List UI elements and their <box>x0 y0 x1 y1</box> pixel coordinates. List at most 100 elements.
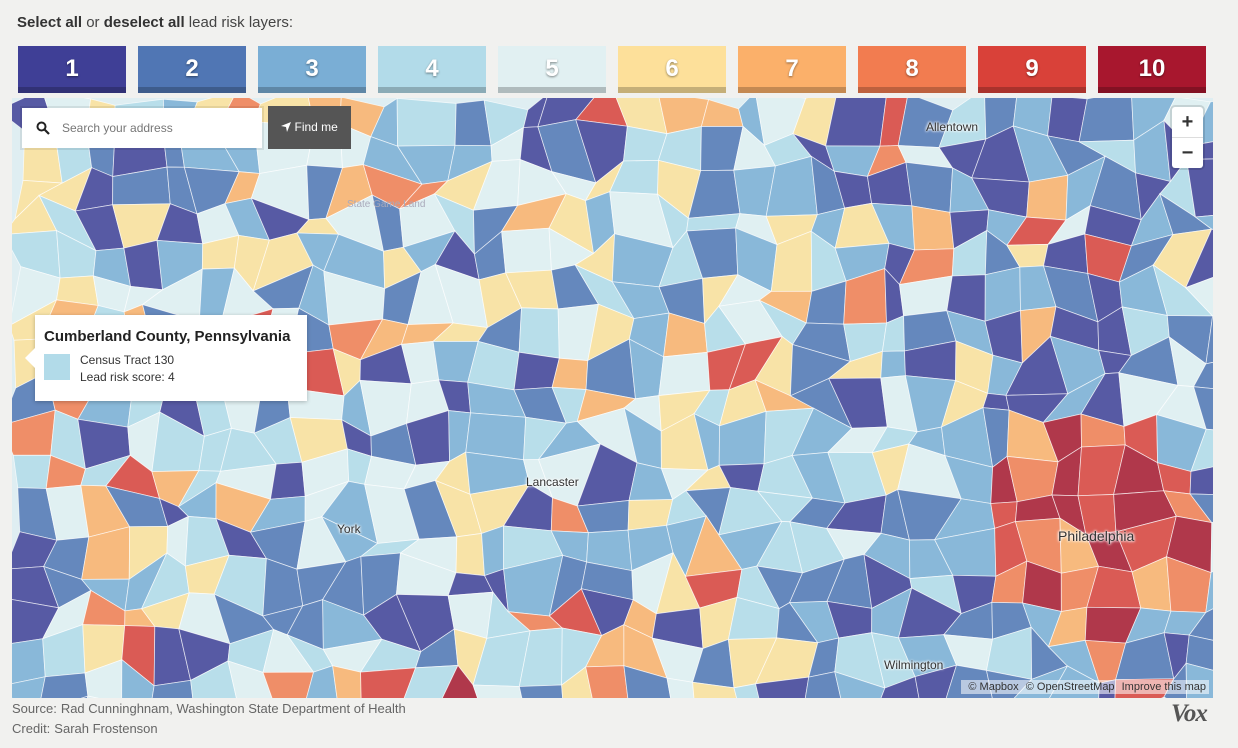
layer-button[interactable]: 7 <box>738 46 846 93</box>
layer-label: 5 <box>545 55 559 82</box>
deselect-all[interactable]: deselect all <box>103 14 185 31</box>
layer-button[interactable]: 8 <box>858 46 966 93</box>
layer-label: 7 <box>785 55 799 82</box>
layer-label: 6 <box>665 55 679 82</box>
zoom-out[interactable]: − <box>1172 137 1203 168</box>
improve-map[interactable]: Improve this map <box>1121 681 1206 693</box>
tract[interactable] <box>755 676 810 698</box>
layer-label: 2 <box>185 55 199 82</box>
tract[interactable] <box>151 679 194 698</box>
tract[interactable] <box>1184 265 1213 317</box>
tract[interactable] <box>518 684 563 698</box>
tract[interactable] <box>481 525 504 577</box>
tract[interactable] <box>38 672 89 698</box>
tract[interactable] <box>914 664 958 698</box>
layer-button[interactable]: 3 <box>258 46 366 93</box>
tract[interactable] <box>561 666 597 698</box>
tract[interactable] <box>518 307 560 359</box>
tract[interactable] <box>692 681 738 698</box>
layer-button[interactable]: 10 <box>1098 46 1206 93</box>
tract[interactable] <box>834 671 886 698</box>
tract[interactable] <box>1186 158 1213 218</box>
tract[interactable] <box>880 350 906 379</box>
tract[interactable] <box>911 205 955 251</box>
source-text: Rad Cunninghnam, Washington State Depart… <box>60 701 406 716</box>
tract[interactable] <box>1205 562 1213 614</box>
layer-strip <box>138 87 246 93</box>
tract[interactable] <box>1184 228 1213 289</box>
layer-strip <box>1098 87 1206 93</box>
tract[interactable] <box>396 664 459 698</box>
tract[interactable] <box>121 658 155 698</box>
header-or: or <box>86 14 100 31</box>
place-label: Allentown <box>926 120 979 134</box>
layer-button[interactable]: 9 <box>978 46 1086 93</box>
tract[interactable] <box>825 98 888 147</box>
tract[interactable] <box>70 695 129 698</box>
tract[interactable] <box>441 664 482 698</box>
tract[interactable] <box>1026 174 1069 221</box>
tract[interactable] <box>658 351 711 397</box>
tract[interactable] <box>1188 603 1213 645</box>
tract[interactable] <box>623 665 672 698</box>
tract[interactable] <box>332 665 362 698</box>
layer-button[interactable]: 2 <box>138 46 246 93</box>
tract[interactable] <box>1185 634 1213 677</box>
tract[interactable] <box>1192 355 1213 392</box>
find-me-button[interactable]: Find me <box>268 106 351 149</box>
layer-button[interactable]: 1 <box>18 46 126 93</box>
tract[interactable] <box>227 660 276 698</box>
tract[interactable] <box>190 660 237 698</box>
tract[interactable] <box>360 667 417 698</box>
tract[interactable] <box>1189 493 1213 524</box>
tract[interactable] <box>1193 386 1213 433</box>
tract[interactable] <box>396 98 457 147</box>
tract[interactable] <box>585 665 630 698</box>
tract[interactable] <box>700 99 744 127</box>
tract[interactable] <box>1189 460 1213 495</box>
credit-text: Sarah Frostenson <box>54 721 158 736</box>
search-box[interactable]: Search your address <box>22 108 262 148</box>
tract[interactable] <box>12 676 46 698</box>
tract[interactable] <box>1210 517 1213 574</box>
tract[interactable] <box>1078 98 1135 143</box>
tract[interactable] <box>269 461 306 500</box>
tract[interactable] <box>1163 696 1188 698</box>
tract[interactable] <box>38 695 89 698</box>
source-line: Source: Rad Cunninghnam, Washington State… <box>12 701 406 716</box>
tract[interactable] <box>455 532 485 577</box>
tract[interactable] <box>1194 213 1213 239</box>
tract[interactable] <box>501 227 552 274</box>
tooltip-swatch <box>44 354 70 380</box>
tract[interactable] <box>262 671 315 698</box>
layer-header: Select all or deselect all lead risk lay… <box>17 14 293 31</box>
layer-strip <box>978 87 1086 93</box>
tract[interactable] <box>1205 315 1213 365</box>
place-label: Lancaster <box>526 475 579 489</box>
layer-button[interactable]: 4 <box>378 46 486 93</box>
attribution-mapbox[interactable]: © Mapbox <box>968 681 1019 693</box>
place-label: Wilmington <box>884 658 944 672</box>
tract[interactable] <box>300 665 340 698</box>
search-placeholder: Search your address <box>62 121 173 135</box>
layer-button[interactable]: 6 <box>618 46 726 93</box>
credit-label: Credit: <box>12 721 51 736</box>
tract[interactable] <box>123 239 163 291</box>
map[interactable]: Allentown State Game Land Lancaster York Phi… <box>12 98 1213 698</box>
attribution-osm[interactable]: © OpenStreetMap <box>1025 681 1115 693</box>
tract[interactable] <box>12 454 52 489</box>
tract[interactable] <box>804 671 844 698</box>
tract[interactable] <box>879 676 924 698</box>
tract[interactable] <box>84 659 123 698</box>
tract[interactable] <box>666 677 696 698</box>
tooltip-title: Cumberland County, Pennsylvania <box>44 328 291 345</box>
select-all[interactable]: Select all <box>17 14 83 31</box>
tract[interactable] <box>1190 428 1213 473</box>
tract[interactable] <box>465 412 527 461</box>
layer-button[interactable]: 5 <box>498 46 606 93</box>
tract[interactable] <box>905 161 954 213</box>
zoom-in[interactable]: + <box>1181 111 1194 133</box>
tract[interactable] <box>472 684 523 698</box>
layer-strip <box>618 87 726 93</box>
tract[interactable] <box>733 683 764 698</box>
